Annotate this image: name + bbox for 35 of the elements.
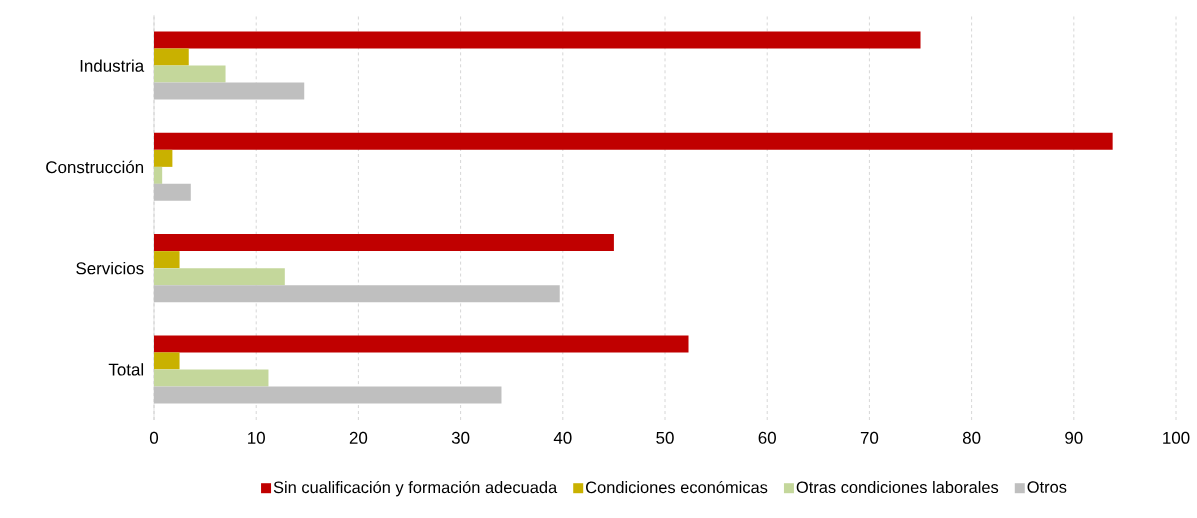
bar (154, 268, 285, 286)
bar (154, 82, 305, 100)
x-tick-label: 10 (248, 431, 265, 444)
x-tick-label: 20 (349, 431, 368, 444)
bar (154, 183, 191, 201)
x-tick-label: 50 (656, 431, 674, 444)
x-tick-label: 100 (1163, 431, 1190, 444)
x-tick-label: 40 (553, 431, 572, 444)
x-tick-label: 0 (149, 431, 159, 444)
bar (154, 65, 226, 83)
legend-label: Otras condiciones laborales (796, 480, 999, 494)
y-tick-label: Construcción (46, 160, 144, 174)
bar (154, 132, 1113, 150)
bar (154, 149, 173, 167)
x-tick-label: 80 (962, 431, 981, 444)
x-tick-label: 60 (758, 431, 776, 444)
bar (154, 386, 502, 404)
x-tick-label: 30 (451, 431, 470, 444)
bar (154, 48, 189, 66)
legend-label: Condiciones económicas (586, 480, 768, 494)
y-tick-label: Total (108, 363, 144, 376)
legend-label: Otros (1027, 481, 1067, 493)
bar (154, 31, 921, 49)
y-tick-label: Industria (80, 59, 145, 72)
x-tick-label: 70 (860, 431, 879, 444)
legend-label: Sin cualificación y formación adecuada (273, 480, 558, 497)
bar (154, 335, 689, 353)
bar (154, 234, 614, 252)
x-tick-label: 90 (1065, 431, 1083, 444)
bar (154, 251, 180, 269)
y-tick-label: Servicios (76, 261, 144, 275)
bar (154, 369, 269, 387)
bar (154, 285, 560, 303)
bar (154, 166, 163, 184)
bar (154, 352, 180, 370)
